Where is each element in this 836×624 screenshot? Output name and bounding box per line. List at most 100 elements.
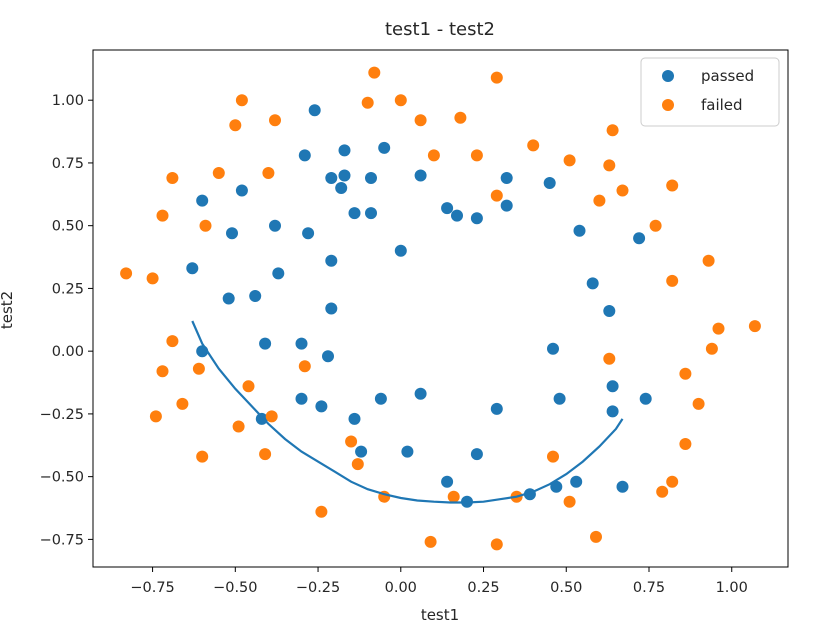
passed-point — [414, 169, 427, 182]
passed-point — [414, 387, 427, 400]
failed-point — [146, 272, 159, 285]
failed-point — [656, 485, 669, 498]
failed-point — [414, 114, 427, 127]
passed-point — [249, 290, 262, 302]
failed-point — [345, 435, 358, 448]
failed-point — [212, 167, 225, 179]
failed-point — [265, 410, 278, 423]
passed-point — [603, 305, 616, 317]
passed-point — [196, 194, 209, 207]
x-tick-label: 1.00 — [716, 580, 748, 596]
passed-point — [298, 149, 311, 162]
y-axis-label: test2 — [0, 291, 16, 329]
x-tick-label: −0.75 — [130, 580, 174, 596]
failed-point — [679, 367, 692, 380]
failed-point — [547, 450, 559, 463]
passed-point — [441, 202, 454, 215]
passed-point — [348, 207, 361, 220]
failed-point — [748, 320, 761, 333]
passed-point — [378, 141, 391, 154]
passed-point — [616, 480, 629, 493]
failed-point — [705, 342, 718, 355]
failed-point — [199, 219, 212, 232]
passed-point — [401, 445, 414, 458]
failed-point — [156, 365, 169, 378]
passed-point — [639, 392, 652, 405]
passed-point — [322, 350, 334, 363]
passed-point — [325, 254, 338, 267]
y-tick-label: −0.75 — [40, 532, 84, 548]
failed-point — [527, 139, 540, 152]
legend: passed failed — [640, 57, 780, 127]
failed-point — [192, 362, 205, 375]
passed-point — [259, 337, 272, 350]
failed-point — [235, 94, 248, 107]
failed-point — [649, 219, 662, 232]
legend-label-failed: failed — [701, 96, 743, 114]
passed-point — [315, 400, 328, 413]
passed-point — [355, 445, 368, 458]
y-tick-label: −0.25 — [40, 407, 84, 423]
passed-point — [470, 448, 483, 461]
passed-point — [441, 475, 454, 488]
y-tick-label: 0.25 — [52, 281, 84, 297]
failed-point — [616, 184, 629, 197]
failed-point — [361, 96, 374, 109]
x-axis-label: test1 — [421, 606, 459, 624]
failed-point — [196, 450, 209, 463]
passed-point — [295, 392, 308, 405]
passed-point — [255, 412, 268, 425]
failed-point — [262, 167, 275, 179]
x-tick-label: −0.50 — [213, 580, 257, 596]
failed-point — [563, 495, 576, 508]
failed-point — [166, 172, 179, 184]
passed-point — [550, 480, 563, 493]
passed-point — [633, 232, 646, 245]
failed-point — [120, 267, 133, 280]
passed-point — [348, 412, 361, 425]
failed-point — [368, 66, 381, 79]
passed-point — [500, 172, 513, 184]
passed-point — [302, 227, 315, 240]
passed-point — [553, 392, 566, 405]
failed-point — [603, 159, 616, 172]
failed-point — [490, 71, 503, 84]
x-tick-label: 0.25 — [467, 580, 499, 596]
failed-point — [351, 458, 364, 471]
failed-point — [149, 410, 162, 423]
failed-point — [593, 194, 606, 207]
passed-point — [451, 209, 463, 222]
failed-point — [712, 322, 725, 335]
failed-point — [259, 448, 272, 461]
passed-point — [269, 219, 281, 232]
legend-label-passed: passed — [701, 67, 754, 85]
passed-point — [226, 227, 238, 240]
failed-point — [692, 397, 705, 410]
passed-point — [338, 144, 351, 157]
passed-point — [365, 207, 377, 220]
passed-point — [586, 277, 599, 290]
passed-point — [272, 267, 285, 280]
passed-point — [570, 475, 583, 488]
failed-point — [298, 360, 311, 373]
failed-point — [269, 114, 281, 127]
passed-point — [573, 224, 586, 237]
y-tick-label: 1.00 — [52, 93, 84, 109]
failed-point — [315, 505, 328, 518]
failed-point — [427, 149, 440, 162]
x-tick-label: −0.25 — [296, 580, 340, 596]
failed-point — [563, 154, 576, 167]
passed-point — [325, 172, 338, 184]
y-tick-label: 0.50 — [52, 219, 84, 235]
passed-point — [338, 169, 351, 182]
x-tick-label: 0.50 — [550, 580, 582, 596]
passed-point — [543, 177, 556, 189]
axes: −0.75 −0.50 −0.25 0.00 0.25 0.50 0.75 1.00 −0.75… — [40, 49, 789, 596]
passed-point — [222, 292, 235, 305]
boundary-line — [191, 320, 624, 504]
failed-point — [229, 119, 242, 132]
passed-point — [365, 172, 377, 184]
failed-point — [394, 94, 407, 107]
y-tick-label: 0.75 — [52, 156, 84, 172]
